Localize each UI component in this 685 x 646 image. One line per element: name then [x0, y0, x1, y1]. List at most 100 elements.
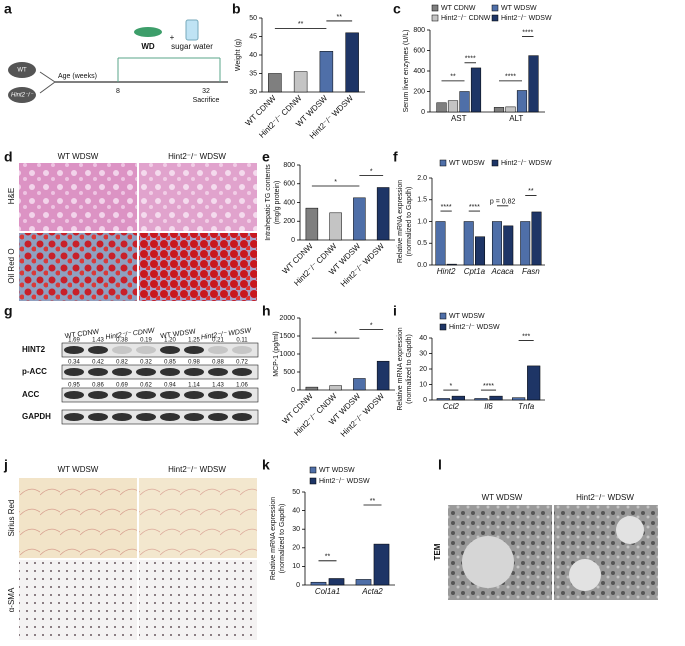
bar [520, 221, 531, 266]
significance-label: **** [469, 204, 480, 211]
panel-label: g [4, 303, 13, 319]
legend-label: Hint2⁻/⁻ WDSW [319, 478, 370, 485]
band [160, 368, 180, 376]
micrograph [139, 560, 257, 640]
bar [512, 397, 526, 401]
end-label: Sacrifice [193, 97, 220, 104]
significance-label: ** [528, 188, 534, 195]
x-tick-label: Fasn [522, 267, 540, 276]
quantification: 0.38 [116, 338, 128, 344]
legend-swatch [309, 466, 317, 474]
bar [474, 398, 488, 401]
legend-swatch [491, 4, 499, 12]
y-tick-label: 1.0 [417, 218, 427, 225]
bar [489, 395, 503, 401]
bar [355, 579, 372, 586]
food-icon [134, 27, 162, 37]
quantification: 0.98 [188, 360, 200, 366]
y-axis-label: Weight (g) [235, 39, 242, 71]
bar [329, 385, 342, 391]
y-axis-label: (mg/g protein) [274, 181, 281, 225]
y-tick-label: 500 [283, 369, 295, 376]
bar [463, 221, 474, 266]
bar [376, 360, 390, 391]
panel-label: e [262, 149, 270, 165]
micrograph [554, 505, 658, 600]
lane-label: WT WDSW [160, 328, 197, 340]
legend-swatch [491, 159, 499, 167]
panel-label: a [4, 1, 12, 17]
bar [353, 378, 366, 391]
legend-label: WT CDNW [441, 5, 476, 12]
band [184, 346, 204, 354]
bar [491, 221, 502, 266]
column-title: WT WDSW [58, 152, 99, 161]
band [208, 368, 228, 376]
band [184, 368, 204, 376]
y-tick-label: 1.5 [417, 197, 427, 204]
band [64, 391, 84, 399]
bar [503, 225, 514, 266]
significance-label: **** [505, 74, 516, 81]
quantification: 0.72 [236, 360, 248, 366]
significance-label: * [334, 179, 337, 186]
y-tick-label: 30 [249, 89, 257, 96]
band [136, 346, 156, 354]
row-title: α-SMA [7, 587, 16, 612]
y-tick-label: 30 [292, 526, 300, 533]
legend-label: WT WDSW [319, 467, 355, 474]
quantification: 1.20 [164, 338, 176, 344]
quantification: 0.32 [140, 360, 152, 366]
row-title: Oil Red O [7, 248, 16, 283]
quantification: 1.25 [188, 338, 200, 344]
week: 8 [116, 88, 120, 95]
bar [446, 263, 457, 266]
y-tick-label: 400 [413, 68, 425, 75]
legend-label: Hint2⁻/⁻ CDNW [441, 15, 491, 22]
band [88, 346, 108, 354]
mouse-icon [8, 87, 36, 103]
y-tick-label: 600 [283, 181, 295, 188]
quantification: 0.88 [212, 360, 224, 366]
bar [475, 236, 486, 266]
x-tick-label: Il6 [484, 402, 493, 411]
x-tick-label: Hint2⁻/⁻ WDSW [339, 241, 387, 289]
bar [305, 207, 319, 241]
bar [451, 395, 465, 401]
bar [493, 107, 505, 113]
panel-label: i [393, 303, 397, 319]
micrograph [139, 478, 257, 558]
legend-label: Hint2⁻/⁻ WDSW [449, 324, 500, 331]
band [232, 391, 252, 399]
y-tick-label: 20 [292, 545, 300, 552]
row-title: TEM [433, 543, 442, 560]
band [112, 368, 132, 376]
bar [435, 221, 446, 266]
y-tick-label: 0 [423, 397, 427, 404]
bar [293, 71, 308, 93]
bottle-icon [185, 19, 199, 41]
bar [328, 578, 345, 586]
quantification: 0.82 [116, 360, 128, 366]
water: sugar water [171, 42, 213, 51]
x-tick-label: Hint2 [437, 267, 456, 276]
axis-label: Age (weeks) [58, 73, 97, 80]
x-tick-label: Ccl2 [443, 402, 460, 411]
x-tick-label: ALT [509, 114, 523, 123]
legend-swatch [431, 14, 439, 22]
y-axis-label: MCP-1 (pg/ml) [273, 331, 280, 377]
band [88, 391, 108, 399]
x-tick-label: Col1a1 [315, 587, 340, 596]
y-tick-label: 0 [421, 109, 425, 116]
column-title: WT WDSW [58, 465, 99, 474]
legend-label: Hint2⁻/⁻ WDSW [501, 160, 552, 167]
band [184, 391, 204, 399]
micrograph [19, 233, 137, 301]
legend-swatch [439, 159, 447, 167]
y-tick-label: 40 [292, 507, 300, 514]
y-tick-label: 800 [413, 27, 425, 34]
y-axis-label: (normalized to Gapdh) [406, 187, 413, 257]
panel-label: c [393, 1, 401, 17]
quantification: 0.85 [164, 360, 176, 366]
